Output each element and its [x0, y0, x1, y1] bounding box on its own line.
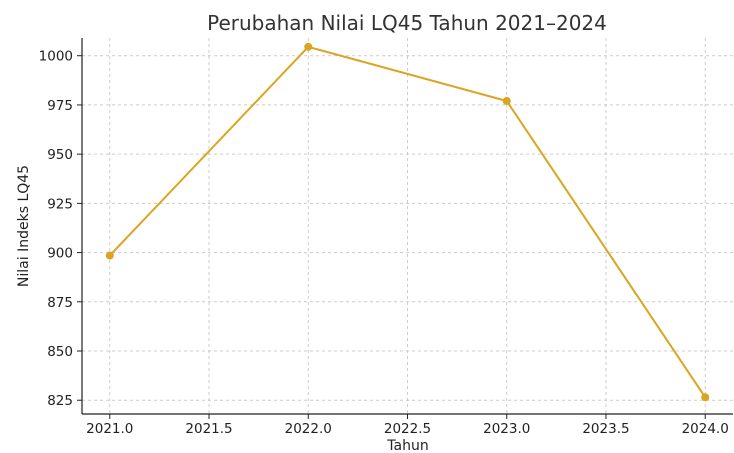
- chart-title: Perubahan Nilai LQ45 Tahun 2021–2024: [207, 11, 607, 35]
- data-point: [701, 393, 710, 402]
- x-tick-label: 2024.0: [682, 421, 729, 437]
- y-tick-label: 900: [47, 246, 73, 262]
- x-tick-label: 2021.5: [185, 421, 232, 437]
- series-layer: [105, 42, 710, 402]
- x-tick-label: 2023.5: [582, 421, 629, 437]
- y-tick-label: 925: [47, 196, 73, 212]
- x-tick-label: 2023.0: [483, 421, 530, 437]
- x-axis-label: Tahun: [386, 438, 428, 453]
- data-point: [105, 251, 114, 260]
- y-tick-label: 1000: [39, 49, 73, 65]
- axes: 2021.0 2021.5 2022.0 2022.5 2023.0 2023.5 2024…: [39, 38, 733, 437]
- x-tick-label: 2022.0: [285, 421, 332, 437]
- grid: [82, 38, 733, 414]
- y-tick-label: 850: [47, 344, 73, 360]
- series-line: [109, 45, 707, 398]
- y-tick-label: 975: [47, 98, 73, 114]
- y-tick-label: 950: [47, 147, 73, 163]
- y-axis-label: Nilai Indeks LQ45: [16, 165, 32, 287]
- data-point: [502, 96, 511, 105]
- x-tick-label: 2022.5: [384, 421, 431, 437]
- y-tick-label: 825: [47, 393, 73, 409]
- x-tick-label: 2021.0: [86, 421, 133, 437]
- data-point: [304, 42, 313, 51]
- y-tick-label: 875: [47, 295, 73, 311]
